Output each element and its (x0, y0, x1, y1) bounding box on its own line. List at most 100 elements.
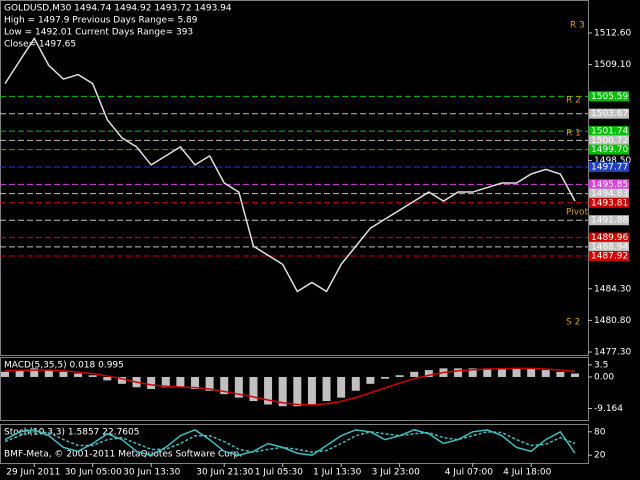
x-tick-label: 1 Jul 05:30 (255, 468, 304, 478)
level-box (589, 241, 629, 252)
histogram-bar (454, 368, 463, 377)
histogram-bar (337, 376, 346, 398)
panel-frame (0, 0, 589, 356)
level-label: 1497.77 (591, 163, 628, 173)
header-line: High = 1497.9 Previous Days Range= 5.89 (4, 16, 198, 26)
y-tick-label: 0.00 (594, 372, 614, 382)
level-box (589, 179, 629, 190)
pivot-label: R 2 (566, 96, 581, 106)
indicator-title: Stoch(10,3,3) 1.5857 22.7605 (4, 428, 139, 438)
histogram-bar (264, 376, 273, 405)
histogram-bar (117, 376, 126, 384)
main-line (4, 429, 576, 457)
level-label: 1505.59 (591, 92, 628, 102)
indicator-title: MACD(5,35,5) 0.018 0.995 (4, 361, 124, 371)
level-box (589, 91, 629, 102)
level-label: 1488.94 (591, 242, 628, 252)
histogram-bar (468, 368, 477, 377)
histogram-bar (424, 370, 433, 377)
y-tick-label: 1512.60 (594, 28, 631, 38)
histogram-bar (351, 376, 360, 391)
histogram-bar (74, 373, 83, 377)
histogram-bar (293, 376, 302, 407)
x-tick-label: 1 Jul 13:30 (313, 468, 362, 478)
x-tick-label: 30 Jun 13:30 (123, 468, 180, 478)
pivot-label: S 2 (566, 318, 580, 328)
level-box (589, 162, 629, 173)
y-tick-label: 80 (594, 427, 606, 437)
histogram-bar (161, 376, 170, 388)
main-line (4, 36, 576, 293)
x-tick-label: 4 Jul 07:00 (445, 468, 494, 478)
histogram-bar (176, 376, 185, 388)
level-label: 1500.72 (591, 136, 628, 146)
level-label: 1501.74 (591, 127, 628, 137)
level-box (589, 232, 629, 243)
signal-line (4, 431, 576, 453)
x-tick-label: 4 Jul 18:00 (503, 468, 552, 478)
histogram-bar (497, 368, 506, 377)
histogram-bar (1, 371, 9, 377)
level-label: 1487.92 (591, 252, 628, 262)
level-label: 1494.83 (591, 189, 628, 199)
y-tick-label: 1484.30 (594, 284, 631, 294)
level-label: 1499.70 (591, 145, 628, 155)
level-label: 1491.88 (591, 216, 628, 226)
histogram-bar (147, 376, 156, 390)
pivot-label: R 3 (570, 21, 585, 31)
histogram-bar (395, 375, 404, 377)
histogram-bar (220, 376, 229, 395)
y-tick-label: 1509.10 (594, 60, 631, 70)
x-tick-label: 30 Jun 05:00 (65, 468, 122, 478)
header-line: Low = 1492.01 Current Days Range= 393 (4, 28, 193, 38)
level-label: 1503.67 (591, 109, 628, 119)
pivot-label: R 1 (566, 129, 581, 139)
level-label: 1489.96 (591, 233, 628, 243)
level-label: 1495.85 (591, 180, 628, 190)
histogram-bar (512, 368, 521, 377)
y-tick-label: 1480.80 (594, 316, 631, 326)
histogram-bar (322, 376, 331, 402)
level-box (589, 215, 629, 226)
y-tick-label: 1498.50 (594, 156, 631, 166)
histogram-bar (191, 376, 199, 390)
y-tick-label: 20 (594, 451, 606, 461)
histogram-bar (30, 368, 39, 377)
histogram-bar (410, 371, 419, 377)
histogram-bar (205, 376, 214, 391)
histogram-bar (59, 371, 68, 377)
x-tick-label: 29 Jun 2011 (6, 468, 60, 478)
histogram-bar (366, 376, 375, 384)
histogram-bar (483, 368, 492, 377)
signal-line (4, 367, 576, 406)
header-line: GOLDUSD,M30 1494.74 1494.92 1493.72 1493… (4, 4, 232, 14)
level-label: 1493.81 (591, 198, 628, 208)
histogram-bar (381, 376, 389, 379)
histogram-bar (571, 373, 579, 377)
x-tick-label: 30 Jun 21:30 (196, 468, 253, 478)
x-tick-label: 3 Jul 23:00 (372, 468, 421, 478)
y-tick-label: -9.164 (594, 404, 623, 414)
histogram-bar (15, 370, 24, 377)
y-tick-label: 3.5 (594, 360, 608, 370)
histogram-bar (278, 376, 287, 407)
level-box (589, 126, 629, 137)
histogram-bar (556, 371, 565, 377)
histogram-bar (527, 368, 536, 377)
level-box (589, 108, 629, 119)
histogram-bar (103, 376, 112, 381)
panel-frame (0, 424, 589, 464)
copyright: BMF-Meta, © 2001-2011 MetaQuotes Softwar… (4, 450, 242, 460)
pivot-label: Pivot (566, 208, 589, 218)
level-box (589, 135, 629, 146)
level-box (589, 188, 629, 199)
histogram-bar (249, 376, 258, 402)
histogram-bar (541, 370, 550, 377)
histogram-bar (44, 370, 53, 377)
header-line: Close= 1497.65 (4, 40, 76, 50)
histogram-bar (307, 376, 316, 405)
level-box (589, 144, 629, 155)
histogram-bar (234, 376, 243, 398)
histogram-bar (88, 375, 97, 377)
